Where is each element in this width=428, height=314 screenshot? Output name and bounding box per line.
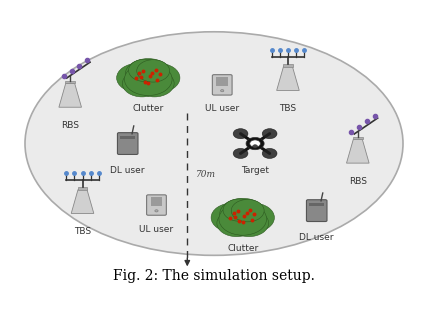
Circle shape bbox=[211, 203, 254, 232]
Text: Target: Target bbox=[241, 166, 269, 175]
Circle shape bbox=[231, 199, 264, 222]
Bar bbox=[151, 197, 162, 206]
Circle shape bbox=[217, 210, 256, 237]
FancyBboxPatch shape bbox=[212, 75, 232, 95]
Circle shape bbox=[253, 145, 258, 148]
Circle shape bbox=[122, 70, 162, 97]
Text: UL user: UL user bbox=[140, 225, 173, 234]
Text: DL user: DL user bbox=[110, 166, 145, 175]
Polygon shape bbox=[59, 84, 81, 107]
Circle shape bbox=[155, 210, 158, 212]
Circle shape bbox=[246, 138, 264, 150]
Circle shape bbox=[125, 63, 172, 95]
Polygon shape bbox=[71, 190, 94, 214]
Text: UL user: UL user bbox=[205, 105, 239, 113]
Circle shape bbox=[262, 149, 277, 159]
Circle shape bbox=[232, 203, 274, 232]
Circle shape bbox=[128, 59, 161, 82]
Bar bbox=[216, 77, 228, 86]
Text: RBS: RBS bbox=[349, 177, 367, 186]
Circle shape bbox=[135, 70, 174, 97]
Ellipse shape bbox=[25, 32, 403, 255]
Text: TBS: TBS bbox=[74, 227, 91, 236]
Bar bbox=[353, 137, 363, 139]
Circle shape bbox=[137, 63, 180, 92]
Circle shape bbox=[223, 199, 256, 221]
Circle shape bbox=[125, 59, 171, 90]
Bar bbox=[65, 81, 75, 84]
Bar bbox=[120, 136, 135, 139]
Text: Fig. 2: The simulation setup.: Fig. 2: The simulation setup. bbox=[113, 269, 315, 283]
Text: Clutter: Clutter bbox=[133, 105, 164, 113]
Circle shape bbox=[220, 89, 224, 92]
Circle shape bbox=[233, 149, 248, 159]
Polygon shape bbox=[276, 67, 299, 90]
Circle shape bbox=[262, 129, 277, 139]
Circle shape bbox=[233, 129, 248, 139]
Bar bbox=[309, 203, 324, 206]
Text: RBS: RBS bbox=[61, 121, 79, 130]
Circle shape bbox=[219, 203, 267, 235]
FancyBboxPatch shape bbox=[147, 195, 166, 215]
Circle shape bbox=[229, 210, 269, 237]
Text: Clutter: Clutter bbox=[227, 244, 259, 253]
Text: DL user: DL user bbox=[300, 233, 334, 242]
Circle shape bbox=[250, 140, 260, 147]
Polygon shape bbox=[347, 139, 369, 163]
Text: 70m: 70m bbox=[196, 170, 216, 179]
Bar bbox=[77, 187, 87, 190]
Bar bbox=[283, 64, 293, 67]
FancyBboxPatch shape bbox=[306, 200, 327, 222]
FancyBboxPatch shape bbox=[117, 133, 138, 154]
Circle shape bbox=[116, 63, 159, 92]
Text: TBS: TBS bbox=[279, 105, 297, 113]
Circle shape bbox=[137, 60, 169, 82]
Circle shape bbox=[220, 198, 266, 230]
